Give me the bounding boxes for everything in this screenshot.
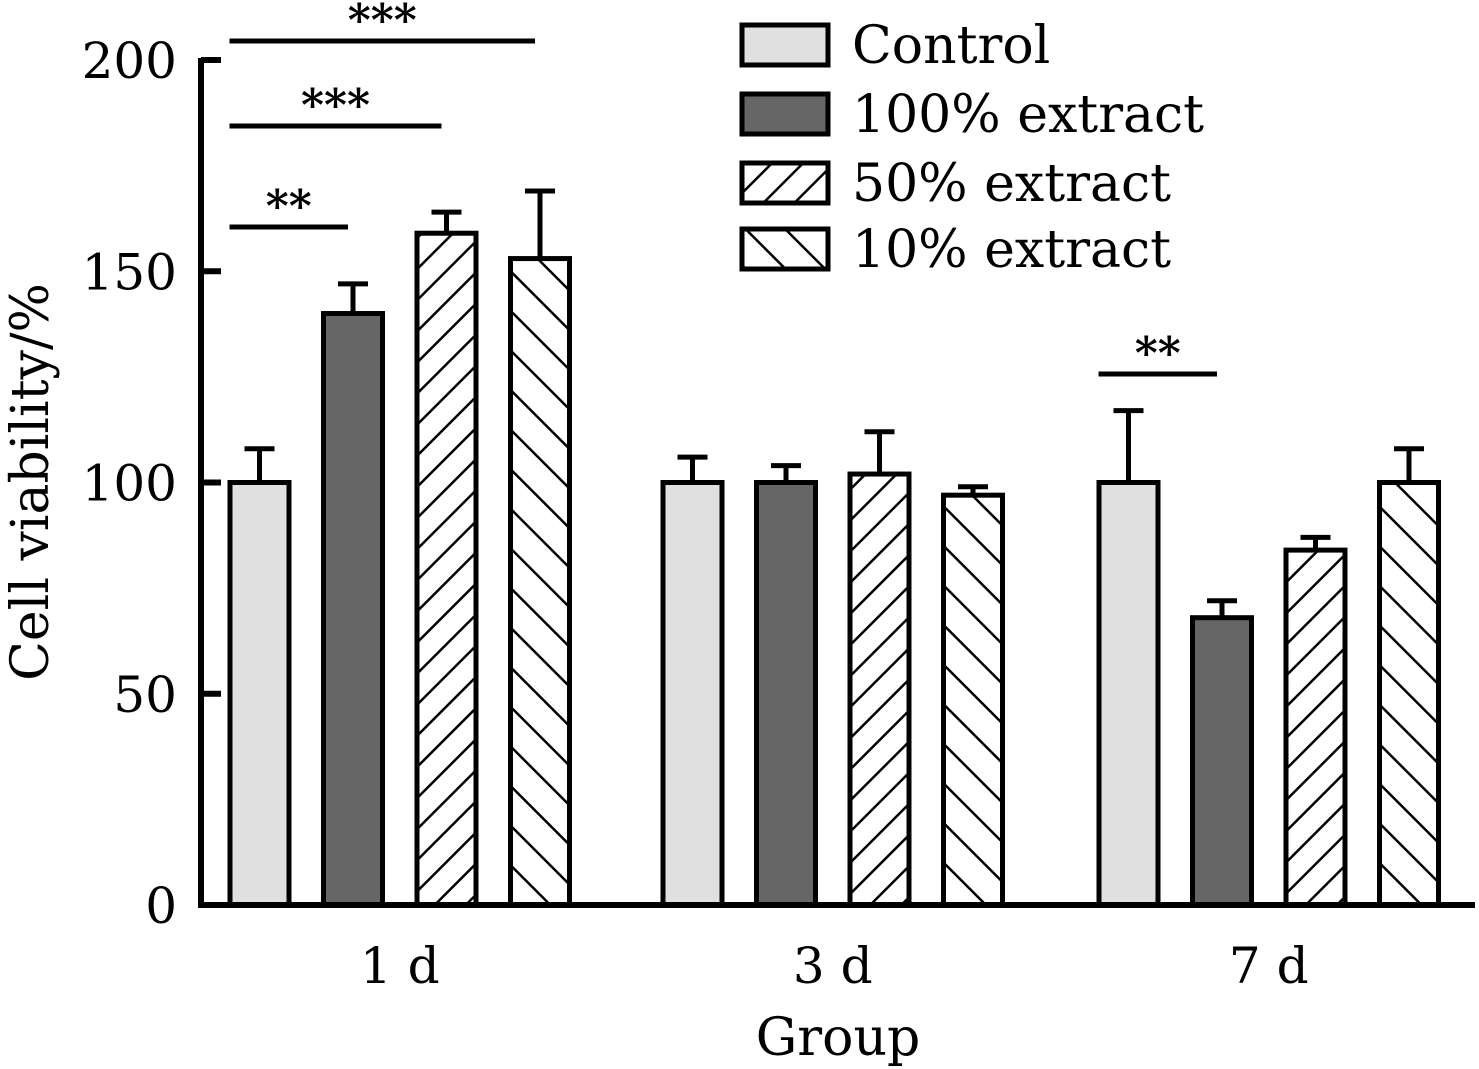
y-tick-label: 50 bbox=[113, 666, 177, 724]
y-tick-label: 0 bbox=[145, 877, 177, 935]
x-tick-label: 1 d bbox=[360, 937, 440, 995]
bar-control-7d bbox=[1096, 480, 1161, 908]
bar-10-extract-7d bbox=[1377, 480, 1441, 908]
bar-10-extract-3d bbox=[941, 492, 1005, 908]
bar-100-extract-1d bbox=[321, 311, 385, 908]
significance-label: ** bbox=[1135, 328, 1181, 379]
legend-label: 100% extract bbox=[852, 85, 1204, 145]
y-tick-label: 100 bbox=[82, 455, 177, 513]
x-tick-label: 7 d bbox=[1229, 937, 1309, 995]
legend-label: 10% extract bbox=[852, 220, 1171, 280]
bar-50-extract-3d bbox=[847, 471, 912, 908]
legend-swatch bbox=[739, 226, 831, 272]
bar-control-1d bbox=[227, 480, 292, 908]
bar-50-extract-7d bbox=[1283, 547, 1348, 908]
y-tick-label: 200 bbox=[82, 32, 177, 90]
legend-swatch bbox=[739, 160, 831, 206]
x-axis: 1 d 3 d 7 d bbox=[198, 902, 1475, 995]
y-axis-title: Cell viability/% bbox=[1, 283, 61, 681]
bar-50-extract-1d bbox=[414, 230, 479, 908]
significance-label: ** bbox=[266, 181, 312, 232]
legend-swatch bbox=[739, 91, 831, 137]
x-axis-title: Group bbox=[756, 1008, 920, 1068]
significance-label: *** bbox=[348, 0, 417, 46]
significance-annotations: ********** bbox=[229, 0, 1217, 379]
y-tick-label: 150 bbox=[82, 243, 177, 301]
legend-swatch bbox=[739, 22, 831, 68]
legend-label: 50% extract bbox=[852, 154, 1171, 214]
x-tick-label: 3 d bbox=[793, 937, 873, 995]
bar-100-extract-3d bbox=[754, 480, 818, 908]
bar-100-extract-7d bbox=[1190, 615, 1254, 908]
bars bbox=[227, 188, 1441, 908]
bar-10-extract-1d bbox=[508, 256, 572, 908]
significance-label: *** bbox=[301, 80, 370, 131]
legend-label: Control bbox=[852, 16, 1050, 76]
y-axis: 0 50 100 150 200 bbox=[82, 32, 221, 935]
bar-control-3d bbox=[660, 480, 725, 908]
